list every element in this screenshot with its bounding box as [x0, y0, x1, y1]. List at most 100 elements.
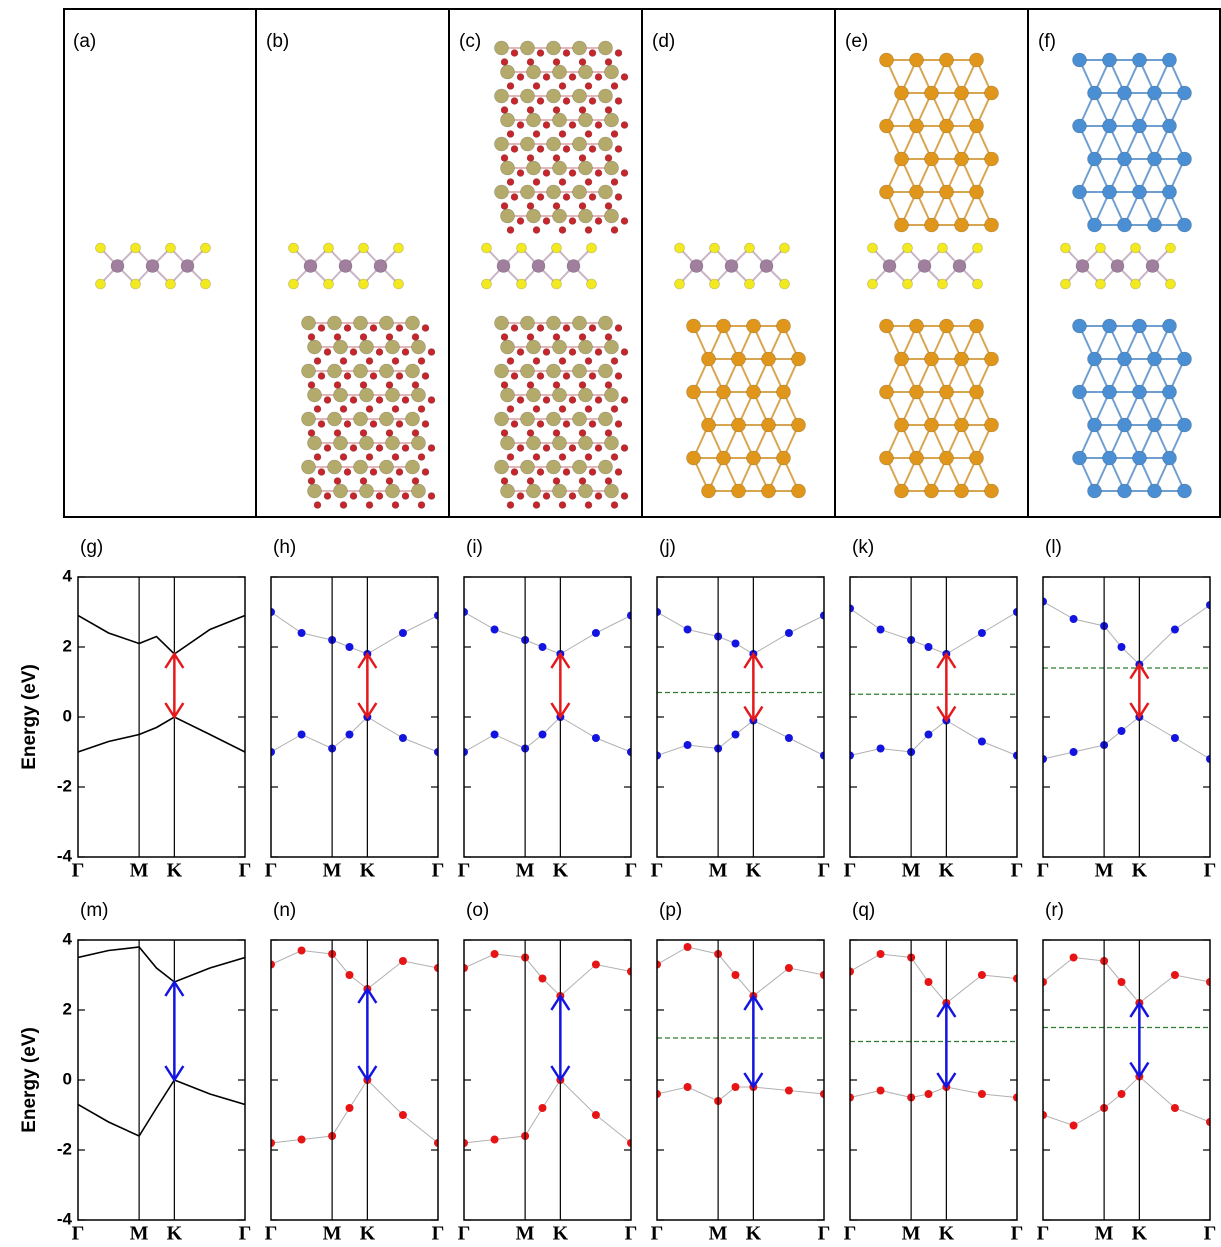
band-plot: ΓMKΓ [844, 940, 1024, 1245]
atom [1133, 385, 1147, 399]
k-label: Γ [265, 860, 278, 882]
atom [553, 436, 567, 450]
atom [903, 243, 913, 253]
panel-label: (c) [459, 31, 481, 52]
atom [717, 451, 731, 465]
atom [201, 279, 211, 289]
atom [360, 382, 367, 389]
k-label: M [1095, 1223, 1114, 1245]
k-label: M [323, 1223, 342, 1245]
atom [579, 155, 586, 162]
atom [553, 388, 567, 402]
atom [533, 502, 540, 509]
band-line [464, 954, 631, 996]
atom [418, 502, 425, 509]
atom [360, 478, 367, 485]
plot-frame [271, 940, 438, 1220]
k-label: Γ [1011, 860, 1024, 882]
projection-dot [592, 961, 600, 969]
gap-arrow [358, 989, 376, 1080]
atom [621, 397, 628, 404]
atom [1131, 279, 1141, 289]
atom [970, 119, 984, 133]
atom [537, 50, 544, 57]
atom [376, 493, 383, 500]
atom [903, 279, 913, 289]
plot-frame [271, 577, 438, 857]
atom [527, 340, 541, 354]
atom [547, 137, 561, 151]
atom [970, 53, 984, 67]
k-label: Γ [239, 1223, 252, 1245]
atom [585, 358, 592, 365]
atom [308, 340, 322, 354]
atom [895, 352, 909, 366]
k-label: Γ [458, 1223, 471, 1245]
atom [517, 445, 524, 452]
atom [501, 340, 515, 354]
atom [1163, 385, 1177, 399]
atom [687, 385, 701, 399]
atom [527, 161, 541, 175]
atom [780, 279, 790, 289]
atom [910, 385, 924, 399]
projection-dot [592, 1111, 600, 1119]
atom [482, 243, 492, 253]
atom [732, 484, 746, 498]
atom [553, 155, 560, 162]
atom [605, 382, 612, 389]
atom [579, 59, 586, 66]
plot-area [78, 947, 245, 1136]
projection-dot [978, 629, 986, 637]
atom [517, 279, 527, 289]
atom [501, 65, 515, 79]
atom [396, 421, 403, 428]
atom [328, 316, 342, 330]
band-plot: ΓMKΓ [265, 577, 445, 882]
atom [605, 203, 612, 210]
atom [589, 373, 596, 380]
atom [567, 260, 580, 273]
atom [344, 421, 351, 428]
atom [553, 107, 560, 114]
atom [340, 502, 347, 509]
atom [717, 385, 731, 399]
plot-area [846, 605, 1021, 760]
atom [1088, 352, 1102, 366]
atom [392, 454, 399, 461]
atom [895, 86, 909, 100]
panel-label: (m) [80, 900, 108, 921]
band-line [657, 721, 824, 756]
plot-area [1039, 598, 1214, 764]
atom [1061, 243, 1071, 253]
atom [880, 53, 894, 67]
atom [621, 445, 628, 452]
projection-dot [298, 947, 306, 955]
k-label: M [902, 1223, 921, 1245]
atom [675, 279, 685, 289]
atom [985, 352, 999, 366]
atom [547, 364, 561, 378]
atom [412, 382, 419, 389]
atom [605, 334, 612, 341]
atom [559, 131, 566, 138]
atom [422, 469, 429, 476]
atom [553, 59, 560, 66]
atom [517, 122, 524, 129]
atom [553, 382, 560, 389]
atom [585, 406, 592, 413]
atom [569, 349, 576, 356]
atom [1118, 152, 1132, 166]
atom [1073, 319, 1087, 333]
atom [324, 243, 334, 253]
atom [910, 319, 924, 333]
projection-dot [785, 629, 793, 637]
projection-dot [877, 1087, 885, 1095]
atom [318, 325, 325, 332]
atom [501, 334, 508, 341]
atom [910, 119, 924, 133]
k-label: Γ [844, 860, 857, 882]
atom [527, 382, 534, 389]
atom [308, 436, 322, 450]
atom [517, 218, 524, 225]
